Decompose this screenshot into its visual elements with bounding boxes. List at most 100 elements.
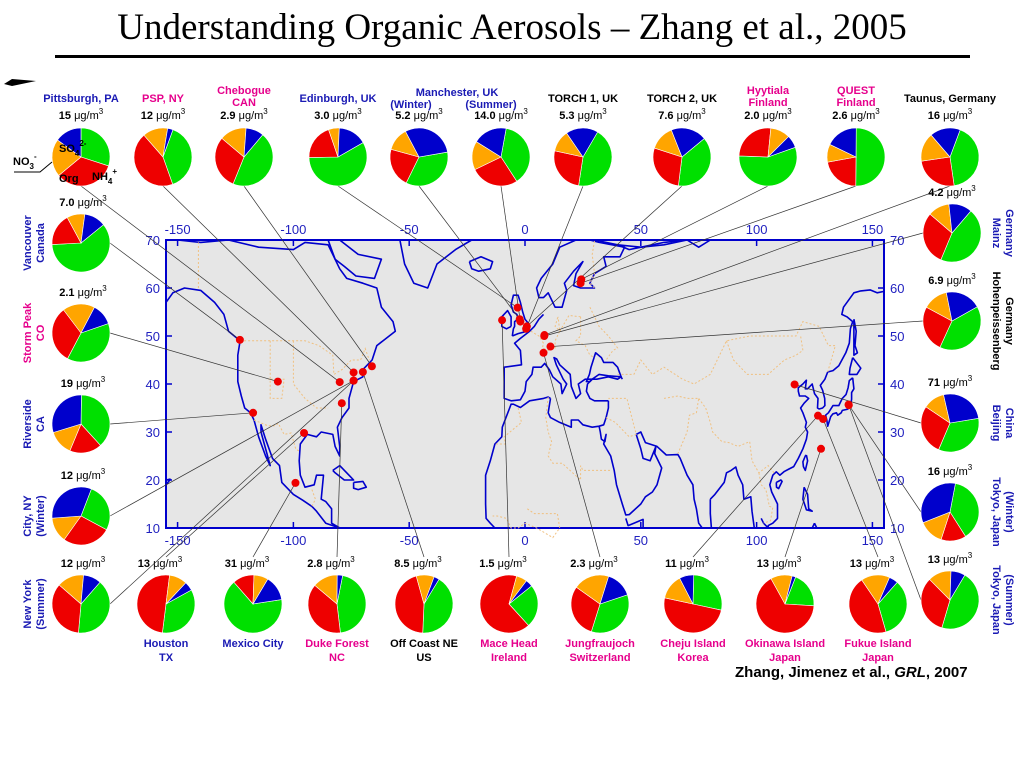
coastline (848, 357, 862, 376)
pie-edinburgh-uk: 3.0 μg/m3 Edinburgh, UK (300, 93, 377, 187)
leader-line (80, 185, 340, 383)
coastline (802, 486, 813, 512)
leader-line (526, 185, 683, 327)
concentration-unit: μg/m (943, 377, 968, 389)
concentration-unit-exponent: 3 (350, 555, 355, 564)
pie-wedge-no3 (337, 127, 364, 158)
site-marker (516, 317, 525, 326)
pie-wedge-org (692, 574, 723, 611)
pie-duke-forest-nc: 2.8 μg/m3 Duke Forest NC (305, 555, 369, 664)
lat-tick-label-right: 20 (890, 473, 904, 488)
site-marker (249, 408, 258, 417)
coastline (585, 373, 624, 402)
concentration-value: 12 (61, 470, 76, 482)
pie-wedge-no3 (949, 570, 966, 601)
site-label: New York (22, 579, 34, 629)
site-marker (335, 378, 344, 387)
pie-taunus-germany: 16 μg/m3 Taunus, Germany (904, 93, 997, 187)
concentration-unit: μg/m (578, 110, 603, 122)
concentration-value: 13 (850, 558, 865, 570)
site-concentration: 6.9 μg/m3 (928, 272, 976, 287)
concentration-unit: μg/m (76, 558, 101, 570)
leader-line (822, 418, 879, 558)
lon-tick-label-bottom: -50 (400, 533, 419, 548)
concentration-unit: μg/m (240, 558, 265, 570)
site-label: Japan (769, 652, 801, 664)
site-label: Ireland (491, 652, 527, 664)
pie-wedge-org (232, 134, 274, 187)
site-label: (Winter) (390, 99, 432, 111)
site-label: CAN (232, 97, 256, 109)
concentration-unit: μg/m (947, 275, 972, 287)
concentration-unit-exponent: 3 (523, 107, 528, 116)
pie-wedge-so4 (920, 578, 951, 629)
political-border (589, 306, 619, 361)
concentration-value: 11 (665, 558, 680, 570)
leader-line (500, 185, 521, 322)
pie-wedge-so4 (570, 586, 601, 633)
concentration-value: 4.2 (928, 187, 946, 199)
coastline (165, 478, 172, 486)
pie-wedge-no3 (162, 128, 174, 158)
pie-wedge-so4 (133, 134, 174, 187)
concentration-value: 16 (928, 466, 943, 478)
pie-wedge-org (508, 585, 539, 626)
concentration-value: 5.2 (395, 110, 413, 122)
site-marker (522, 322, 531, 331)
site-concentration: 5.3 μg/m3 (559, 107, 607, 122)
pie-wedge-no3 (51, 394, 82, 433)
site-label: US (416, 652, 431, 664)
concentration-unit: μg/m (943, 110, 968, 122)
pie-wedge-org (162, 129, 193, 185)
concentration-value: 13 (757, 558, 772, 570)
legend-so4: SO42- (59, 139, 87, 158)
site-label: Germany (1003, 297, 1015, 346)
site-marker (498, 316, 507, 325)
coastline (547, 398, 610, 428)
pie-wedge-no3 (57, 127, 82, 158)
concentration-unit-exponent: 3 (968, 374, 973, 383)
concentration-unit: μg/m (76, 470, 101, 482)
lat-tick-label-right: 30 (890, 425, 904, 440)
coastline (809, 522, 819, 529)
pie-wedge-so4 (553, 150, 584, 187)
pie-wedge-so4 (394, 575, 425, 634)
site-label: Duke Forest (305, 638, 369, 650)
concentration-unit-exponent: 3 (101, 555, 106, 564)
pie-wedge-org (784, 576, 815, 607)
site-marker (337, 399, 346, 408)
lat-tick-label-right: 50 (890, 329, 904, 344)
pie-riverside-ca: 19 μg/m3 Riverside CA (22, 375, 111, 454)
pie-tokyo-japan-summer: 13 μg/m3 Tokyo, Japan (Summer) (920, 551, 1015, 635)
site-concentration: 12 μg/m3 (61, 467, 106, 482)
concentration-unit: μg/m (865, 558, 890, 570)
world-map: -150 -150 -100 -100 -50 -50 0 0 50 50 100 100 150 150… (146, 222, 905, 548)
site-label: (Summer) (1003, 574, 1015, 626)
legend-org: Org (59, 173, 79, 185)
title-rule (55, 55, 970, 58)
concentration-unit-exponent: 3 (181, 107, 186, 116)
coastline (853, 319, 859, 356)
site-label: Japan (862, 652, 894, 664)
concentration-unit: μg/m (851, 110, 876, 122)
lon-tick-label-top: 150 (862, 222, 884, 237)
pie-wedge-org (678, 138, 712, 187)
site-marker (235, 335, 244, 344)
credit-authors: Zhang, Jimenez et al., (735, 664, 895, 681)
pie-hohenpeissenberg-germany: 6.9 μg/m3 Hohenpeissenberg Germany (922, 271, 1015, 371)
lon-tick-label-bottom: 150 (862, 533, 884, 548)
site-label: Houston (144, 638, 189, 650)
lat-tick-label-left: 20 (146, 473, 160, 488)
concentration-unit: μg/m (78, 197, 103, 209)
site-marker (844, 401, 853, 410)
leader-line (581, 185, 769, 280)
lon-tick-label-top: -150 (165, 222, 191, 237)
pie-wedge-org (162, 589, 196, 634)
site-label: Switzerland (569, 652, 630, 664)
concentration-unit-exponent: 3 (968, 463, 973, 472)
pie-manchester-uk-winter: 5.2 μg/m3(Winter) (389, 99, 449, 187)
concentration-unit-exponent: 3 (701, 107, 706, 116)
pie-wedge-no3 (948, 203, 972, 234)
site-concentration: 19 μg/m3 (61, 375, 106, 390)
